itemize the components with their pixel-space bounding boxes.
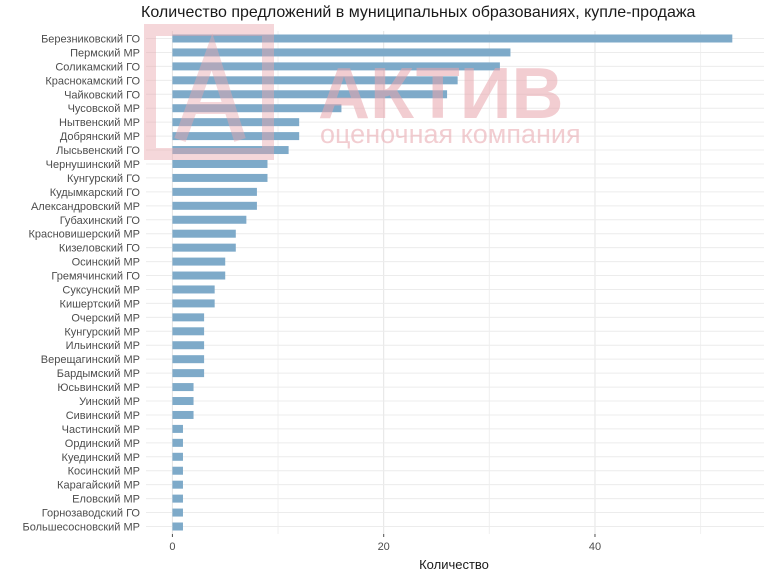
bar (172, 397, 194, 406)
bar (172, 494, 183, 503)
bar (172, 313, 205, 322)
bar (172, 466, 183, 475)
bar (172, 285, 215, 294)
bar (172, 299, 215, 308)
bar (172, 132, 300, 141)
x-tick-label: 20 (378, 541, 390, 553)
bar (172, 508, 183, 517)
y-tick-label: Осинский МР (72, 257, 140, 269)
bar (172, 104, 342, 113)
y-tick-label: Еловский МР (72, 494, 140, 506)
bar (172, 62, 500, 71)
y-tick-label: Большесосновский МР (23, 522, 141, 534)
bar (172, 146, 289, 155)
bar (172, 243, 236, 252)
y-tick-label: Лысьвенский ГО (56, 145, 140, 157)
y-tick-label: Нытвенский МР (59, 117, 140, 129)
y-tick-label: Юсьвинский МР (57, 382, 140, 394)
bar (172, 118, 300, 127)
y-tick-label: Чайковский ГО (64, 89, 140, 101)
x-axis-title: Количество (419, 557, 489, 572)
y-tick-label: Куединский МР (62, 452, 140, 464)
y-tick-label: Кунгурский ГО (67, 173, 140, 185)
x-tick-label: 0 (169, 541, 175, 553)
y-tick-label: Ильинский МР (66, 340, 140, 352)
watermark-logo-mark (174, 33, 246, 143)
bar (172, 438, 183, 447)
bar (172, 480, 183, 489)
bar (172, 34, 733, 43)
y-tick-label: Косинский МР (68, 466, 140, 478)
bar (172, 76, 458, 85)
bar (172, 187, 257, 196)
y-tick-label: Карагайский МР (57, 480, 140, 492)
y-tick-label: Березниковский ГО (41, 34, 140, 46)
y-tick-label: Красновишерский МР (28, 229, 140, 241)
bar (172, 327, 205, 336)
watermark: АКТИВ оценочная компания (144, 24, 581, 160)
bars (172, 34, 733, 531)
bar (172, 522, 183, 531)
bar (172, 215, 247, 224)
bar (172, 229, 236, 238)
y-tick-label: Очерский МР (71, 312, 140, 324)
y-tick-label: Соликамский ГО (55, 61, 140, 73)
bar (172, 271, 226, 280)
x-tick-label: 40 (589, 541, 601, 553)
bar (172, 201, 257, 210)
watermark-logo-frame (144, 24, 274, 160)
y-tick-label: Верещагинский МР (41, 354, 140, 366)
bar (172, 48, 511, 57)
y-tick-label: Частинский МР (62, 424, 140, 436)
bar (172, 173, 268, 182)
y-tick-label: Ординский МР (65, 438, 140, 450)
y-tick-label: Кунгурский МР (64, 326, 140, 338)
x-tick-labels: 0 20 40 (169, 534, 601, 553)
y-tick-label: Добрянский МР (60, 131, 140, 143)
bar (172, 257, 226, 266)
y-tick-label: Александровский МР (31, 201, 140, 213)
y-tick-label: Пермский МР (70, 47, 140, 59)
bar (172, 383, 194, 392)
y-tick-label: Кизеловский ГО (59, 243, 141, 255)
bar (172, 159, 268, 168)
watermark-tagline: оценочная компания (320, 119, 581, 149)
y-tick-label: Чусовской МР (68, 103, 140, 115)
y-tick-label: Кудымкарский ГО (50, 187, 141, 199)
y-tick-label: Бардымский МР (57, 368, 140, 380)
chart-title: Количество предложений в муниципальных о… (141, 4, 696, 21)
bar (172, 369, 205, 378)
y-tick-label: Гремячинский ГО (51, 271, 140, 283)
y-tick-label: Губахинский ГО (60, 215, 141, 227)
y-tick-label: Краснокамский ГО (45, 75, 140, 87)
bar (172, 424, 183, 433)
watermark-brand: АКТИВ (318, 54, 563, 134)
y-tick-label: Сивинский МР (66, 410, 140, 422)
y-tick-label: Чернушинский МР (46, 159, 140, 171)
y-tick-label: Кишертский МР (60, 298, 140, 310)
bar (172, 452, 183, 461)
bar (172, 355, 205, 364)
bar (172, 341, 205, 350)
bar (172, 90, 448, 99)
y-tick-label: Суксунский МР (62, 284, 140, 296)
y-tick-label: Горнозаводский ГО (42, 508, 141, 520)
bar (172, 410, 194, 419)
y-tick-label: Уинский МР (79, 396, 140, 408)
